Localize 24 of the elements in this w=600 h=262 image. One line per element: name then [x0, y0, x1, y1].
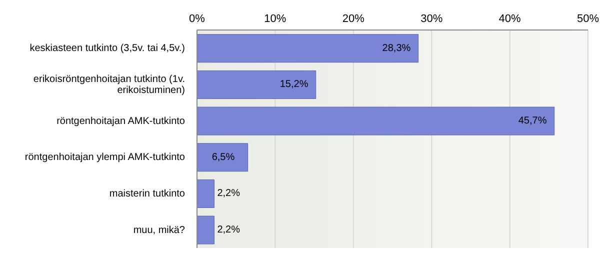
x-tick-label: 0%	[189, 13, 206, 25]
bar	[197, 143, 248, 172]
y-tick-label: keskiasteen tutkinto (3,5v. tai 4,5v.)	[30, 42, 185, 54]
data-label: 28,3%	[382, 42, 411, 54]
data-label: 15,2%	[280, 79, 308, 90]
data-label: 2,2%	[217, 188, 240, 200]
bar	[197, 70, 316, 99]
data-label: 6,5%	[212, 152, 235, 163]
bar	[197, 106, 555, 136]
bar	[197, 216, 214, 244]
data-label: 45,7%	[518, 116, 547, 127]
x-tick-label: 30%	[420, 13, 443, 25]
x-tick-label: 40%	[498, 13, 522, 25]
y-tick-label: röntgenhoitajan AMK-tutkinto	[56, 115, 186, 126]
y-tick-label: muu, mikä?	[133, 224, 186, 236]
bar	[197, 179, 214, 208]
x-tick-label: 10%	[264, 13, 286, 25]
y-tick-label: erikoisröntgenhoitajan tutkinto (1v. erikoistuminen)	[33, 74, 185, 96]
x-tick-label: 50%	[576, 13, 600, 25]
y-tick-label: röntgenhoitajan ylempi AMK-tutkinto	[24, 152, 186, 163]
y-tick-label: maisterin tutkinto	[109, 188, 186, 199]
x-tick-label: 20%	[342, 13, 365, 25]
data-label: 2,2%	[217, 224, 240, 236]
bar	[197, 34, 419, 63]
